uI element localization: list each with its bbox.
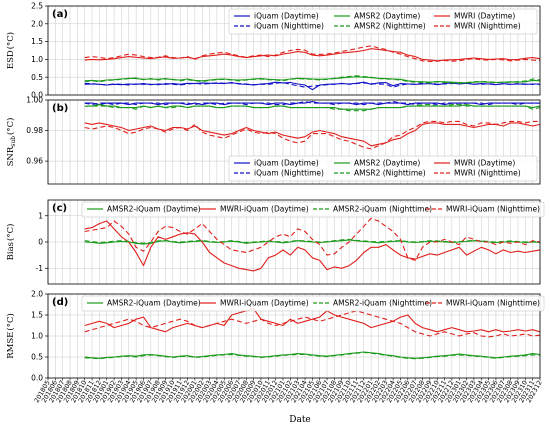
y-axis-label-base: ESD: [6, 50, 16, 69]
legend-entry: iQuam (Daytime): [254, 12, 319, 21]
series-line-1: [84, 220, 541, 272]
y-tick-label: 1.0: [31, 332, 43, 341]
y-axis-label-sub: sub: [10, 136, 17, 147]
legend-entry: MWRI (Nighttime): [454, 22, 521, 31]
y-tick-label: 0.5: [31, 73, 43, 82]
series-line-2: [84, 104, 541, 110]
y-axis-label: SNRsub(°C): [5, 118, 17, 167]
y-axis-label-unit: (°C): [5, 224, 16, 241]
legend-entry: AMSR2 (Daytime): [354, 12, 420, 21]
series-line-1: [84, 81, 540, 88]
series-line-2: [84, 351, 540, 360]
y-tick-label: 0.0: [31, 374, 43, 383]
legend-entry: AMSR2 (Nighttime): [354, 169, 426, 178]
legend-entry: AMSR2-iQuam (Nighttime): [333, 299, 432, 308]
legend: AMSR2-iQuam (Daytime) MWRI-iQuam (Daytime…: [81, 201, 545, 218]
legend-entry: iQuam (Daytime): [254, 159, 319, 168]
series-line-4: [84, 122, 541, 147]
legend-entry: iQuam (Nighttime): [254, 22, 324, 31]
legend-entry: MWRI-iQuam (Nighttime): [446, 299, 540, 308]
series-line-5: [84, 45, 541, 63]
y-axis-label: RMSE (°C): [5, 313, 16, 359]
legend-entry: MWRI-iQuam (Daytime): [220, 299, 309, 308]
series-line-3: [84, 217, 541, 261]
y-axis-label: ESD(°C): [5, 32, 16, 69]
legend-entry: AMSR2 (Daytime): [354, 159, 420, 168]
legend-entry: AMSR2-iQuam (Daytime): [107, 205, 201, 214]
y-tick-label: 0.98: [26, 126, 43, 135]
legend-entry: AMSR2-iQuam (Nighttime): [333, 205, 432, 214]
legend-box: [228, 155, 538, 182]
legend-entry: MWRI-iQuam (Nighttime): [446, 205, 540, 214]
series-line-5: [84, 120, 540, 150]
y-axis-label: Bias(°C): [5, 224, 16, 261]
series-line-2: [84, 76, 541, 84]
y-tick-label: 2.0: [31, 290, 43, 299]
y-axis-label-unit: (°C): [5, 118, 16, 135]
y-tick-label: 0: [38, 238, 43, 247]
legend: AMSR2-iQuam (Daytime) MWRI-iQuam (Daytime…: [81, 295, 545, 312]
panel-label: (d): [52, 297, 68, 308]
y-tick-label: 1.0: [31, 55, 43, 64]
legend-entry: AMSR2 (Nighttime): [354, 22, 426, 31]
series-line-2: [84, 238, 541, 244]
y-tick-label: 0.0: [31, 91, 43, 100]
y-tick-label: 1: [38, 211, 43, 220]
panel-label: (a): [52, 9, 68, 20]
x-tick-labels: 2018052018062018072018082018092018102018…: [33, 379, 544, 404]
legend-entry: iQuam (Nighttime): [254, 169, 324, 178]
y-tick-label: 1.00: [26, 96, 43, 105]
y-axis-label-unit: (°C): [5, 313, 16, 330]
panel-label: (b): [52, 103, 68, 114]
legend: iQuam (Daytime)iQuam (Nighttime) AMSR2 (D…: [228, 155, 538, 182]
axes-frame: [47, 199, 541, 285]
legend-entry: AMSR2-iQuam (Daytime): [107, 299, 201, 308]
y-axis-label-unit: (°C): [5, 32, 16, 49]
y-tick-label: 2.5: [31, 2, 43, 11]
legend-entry: MWRI (Nighttime): [454, 169, 521, 178]
y-tick-label: 0.96: [26, 157, 43, 166]
panel-3: 0.0 0.5 1.0 1.5 2.0 (d) RMSE (°C) AMSR2-iQuam (D…: [5, 290, 545, 383]
y-axis-label-base: SNR: [6, 146, 16, 166]
series-line-4: [84, 48, 541, 62]
y-axis-label-base: Bias: [6, 242, 16, 260]
panel-2: -1 0 1 (c) Bias(°C) AMSR2-iQuam (Daytime) MWRI…: [5, 199, 545, 285]
y-tick-label: 0.5: [31, 353, 43, 362]
axes-frame: [47, 99, 541, 185]
panel-1: 0.96 0.98 1.00 (b) SNRsub(°C) iQuam (Daytime)…: [5, 96, 541, 185]
y-tick-label: 1.5: [31, 311, 43, 320]
axes-frame: [47, 293, 541, 379]
series-line-1: [84, 100, 540, 106]
series-line-1: [84, 308, 541, 333]
legend-entry: MWRI (Daytime): [454, 159, 515, 168]
panel-0: 0.0 0.5 1.0 1.5 2.0 2.5 (a) ESD(°C) iQuam (Dayti…: [5, 2, 541, 100]
legend-box: [228, 8, 538, 35]
y-tick-label: 2.0: [31, 19, 43, 28]
y-axis-label-base: RMSE: [6, 332, 16, 359]
series-line-3: [84, 75, 541, 84]
panels: 0.00.51.01.52.02.5(a)ESD(°C)iQuam (Dayti…: [5, 2, 545, 383]
panel-label: (c): [52, 203, 67, 214]
legend-entry: MWRI-iQuam (Daytime): [220, 205, 309, 214]
legend-entry: MWRI (Daytime): [454, 12, 515, 21]
axes-frame: [47, 5, 541, 96]
x-axis-label: Date: [289, 415, 311, 425]
y-tick-label: 1.5: [31, 37, 43, 46]
legend: iQuam (Daytime)iQuam (Nighttime) AMSR2 (D…: [228, 8, 538, 35]
y-tick-label: -1: [36, 264, 44, 273]
